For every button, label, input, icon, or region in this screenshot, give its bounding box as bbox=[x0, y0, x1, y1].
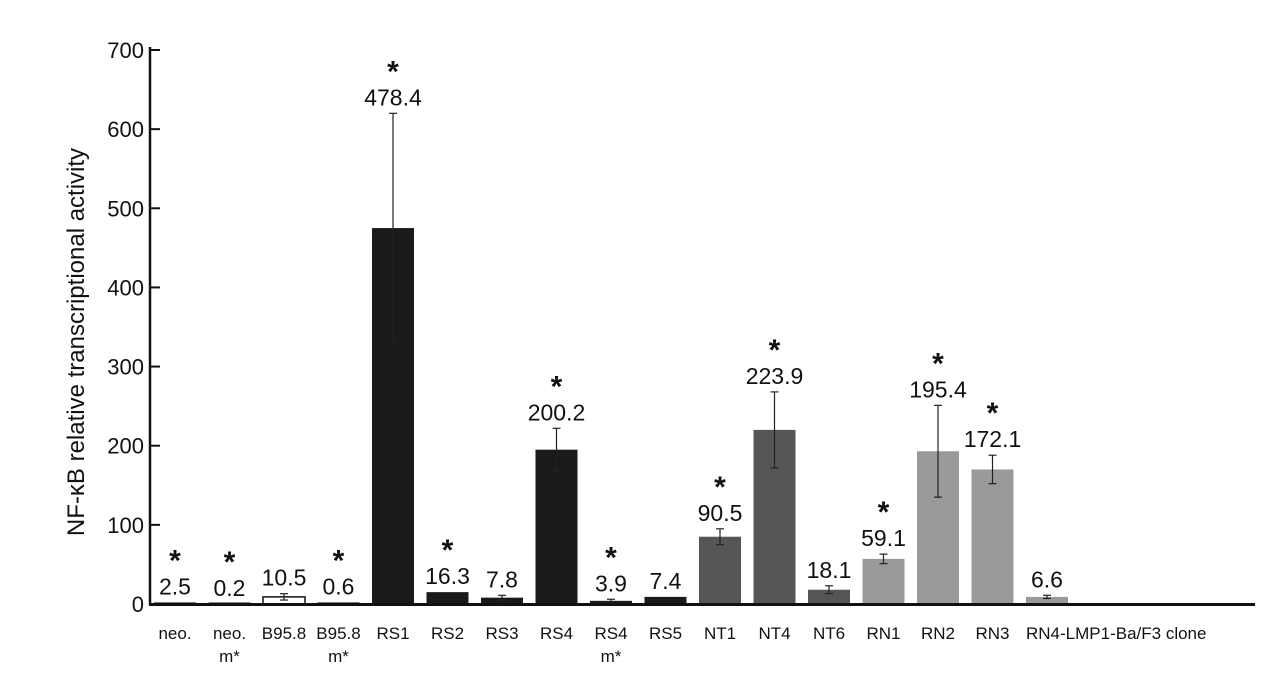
significance-star: * bbox=[714, 471, 726, 504]
value-label: 223.9 bbox=[746, 363, 804, 389]
x-tick-label: RS4 bbox=[594, 624, 627, 643]
significance-star: * bbox=[551, 370, 563, 403]
value-label: 90.5 bbox=[698, 500, 743, 526]
x-tick-label: RN2 bbox=[921, 624, 955, 643]
x-tick-label: RS1 bbox=[376, 624, 409, 643]
error-bars bbox=[280, 112, 1051, 604]
value-label: 2.5 bbox=[159, 573, 191, 599]
x-tick-label: RS4 bbox=[540, 624, 573, 643]
bars bbox=[154, 228, 1068, 605]
bar bbox=[971, 469, 1014, 604]
significance-star: * bbox=[605, 541, 617, 574]
x-tick-label: NT4 bbox=[758, 624, 790, 643]
y-axis-ticks: 0 100 200 300 400 500 600 700 bbox=[107, 38, 160, 617]
value-label: 10.5 bbox=[262, 565, 307, 591]
x-tick-label: RS2 bbox=[431, 624, 464, 643]
significance-star: * bbox=[987, 397, 999, 430]
value-label: 0.6 bbox=[323, 573, 355, 599]
y-tick-label: 500 bbox=[107, 196, 144, 221]
bar bbox=[808, 589, 850, 604]
value-label: 200.2 bbox=[528, 399, 586, 425]
significance-star: * bbox=[387, 55, 399, 88]
significance-star: * bbox=[169, 544, 181, 577]
significance-star: * bbox=[878, 496, 890, 529]
value-label: 59.1 bbox=[861, 525, 906, 551]
bar bbox=[481, 597, 523, 604]
x-tick-label: m* bbox=[219, 647, 240, 666]
value-label: 18.1 bbox=[807, 557, 852, 583]
x-tick-label: m* bbox=[328, 647, 349, 666]
x-tick-label: neo. bbox=[158, 624, 191, 643]
bar bbox=[699, 536, 741, 604]
x-tick-label: RN3 bbox=[975, 624, 1009, 643]
value-label: 172.1 bbox=[964, 426, 1022, 452]
value-label: 195.4 bbox=[909, 376, 967, 402]
value-label: 16.3 bbox=[425, 563, 470, 589]
x-tick-label: RN1 bbox=[866, 624, 900, 643]
x-tick-label: RS3 bbox=[485, 624, 518, 643]
value-label: 0.2 bbox=[214, 575, 246, 601]
significance-star: * bbox=[769, 334, 781, 367]
value-label: 3.9 bbox=[595, 570, 627, 596]
y-tick-label: 300 bbox=[107, 355, 144, 380]
y-tick-label: 200 bbox=[107, 434, 144, 459]
y-axis-label: NF-κB relative transcriptional activity bbox=[63, 148, 90, 536]
value-label: 478.4 bbox=[364, 84, 422, 110]
value-label: 7.8 bbox=[486, 566, 518, 592]
bar bbox=[1026, 596, 1068, 604]
bar bbox=[535, 449, 578, 604]
y-tick-label: 400 bbox=[107, 275, 144, 300]
x-tick-label: B95.8 bbox=[316, 624, 360, 643]
bar bbox=[862, 558, 905, 604]
x-tick-label: B95.8 bbox=[262, 624, 306, 643]
x-tick-label: RS5 bbox=[649, 624, 682, 643]
significance-star: * bbox=[333, 544, 345, 577]
y-tick-label: 600 bbox=[107, 117, 144, 142]
value-label: 6.6 bbox=[1031, 566, 1063, 592]
x-tick-label: NT6 bbox=[813, 624, 845, 643]
significance-star: * bbox=[224, 546, 236, 579]
x-tick-label: RN4-LMP1-Ba/F3 clone bbox=[1026, 624, 1206, 643]
y-tick-label: 0 bbox=[132, 592, 144, 617]
x-tick-label: m* bbox=[601, 647, 622, 666]
y-tick-label: 700 bbox=[107, 38, 144, 63]
bar bbox=[644, 596, 687, 604]
value-label: 7.4 bbox=[650, 568, 682, 594]
significance-star: * bbox=[932, 347, 944, 380]
value-labels: 2.5*0.2* 10.5 0.6*478.4*16.3*7.8200.2*3.9*… bbox=[159, 55, 1063, 601]
significance-star: * bbox=[442, 534, 454, 567]
y-tick-label: 100 bbox=[107, 513, 144, 538]
x-tick-label: NT1 bbox=[704, 624, 736, 643]
x-axis-labels: neo. neo. m* B95.8 B95.8 m* RS1 RS2 RS3 RS4 RS4 m* R… bbox=[158, 624, 1206, 666]
x-tick-label: neo. bbox=[213, 624, 246, 643]
bar bbox=[426, 592, 469, 604]
